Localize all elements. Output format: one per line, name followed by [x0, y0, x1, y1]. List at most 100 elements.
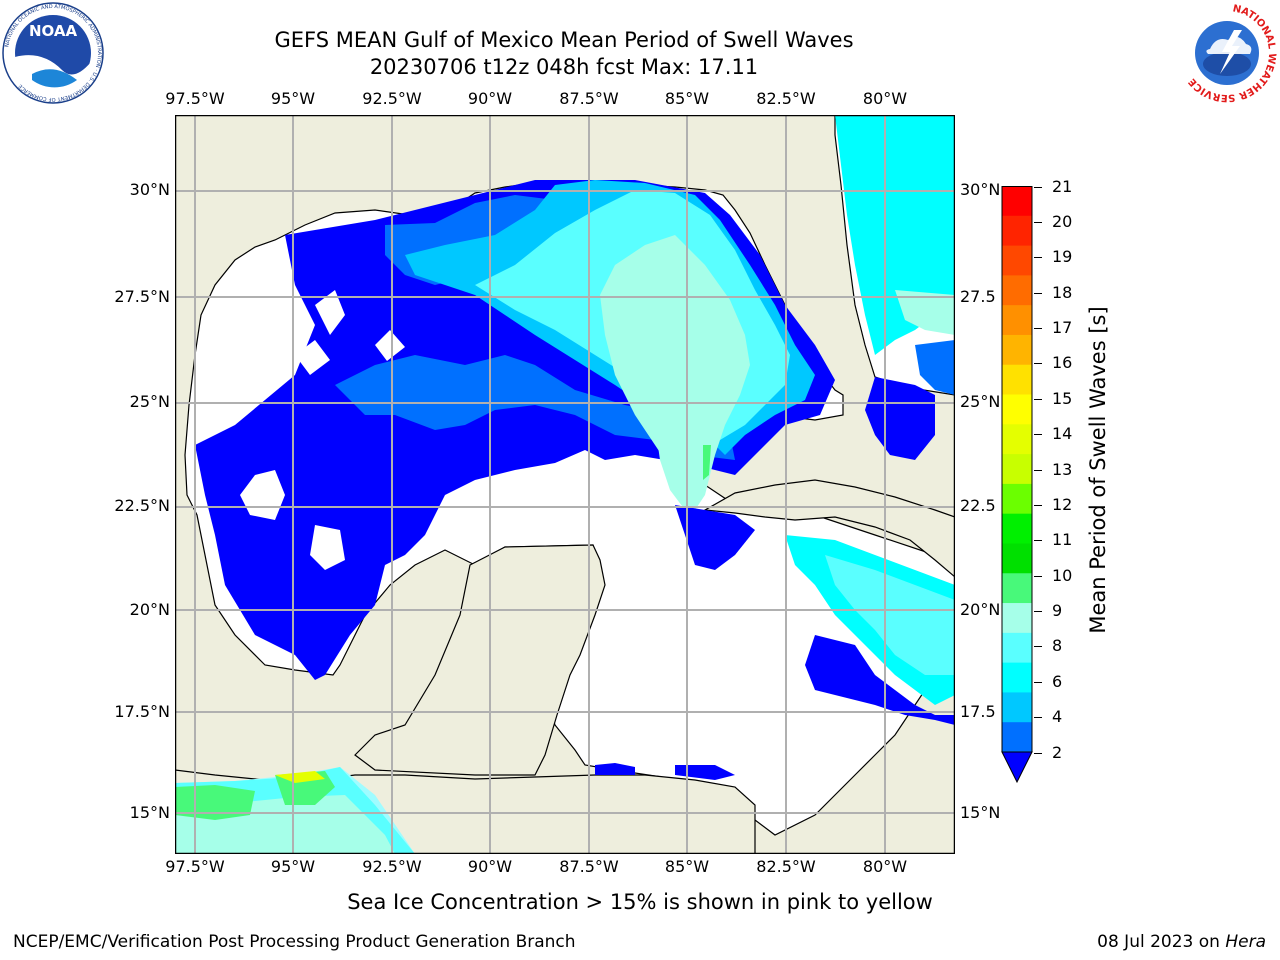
- colorbar-segment: [1002, 245, 1032, 276]
- colorbar-segment: [1002, 305, 1032, 336]
- colorbar-tick-label: 6: [1052, 671, 1063, 691]
- lat-tick-label-left: 20°N: [129, 600, 170, 619]
- colorbar-tick-label: 4: [1052, 707, 1063, 727]
- lat-tick-label-left: 30°N: [129, 180, 170, 199]
- colorbar-tick-label: 12: [1052, 494, 1073, 514]
- colorbar-segment: [1002, 573, 1032, 604]
- lon-tick-label-top: 92.5°W: [362, 89, 422, 108]
- lon-tick-label-bottom: 80°W: [862, 857, 908, 876]
- colorbar-segment: [1002, 334, 1032, 366]
- colorbar-segment: [1002, 483, 1032, 515]
- colorbar-tick-mark: [1034, 292, 1042, 294]
- colorbar-tick-mark: [1034, 646, 1042, 648]
- colorbar-segment: [1002, 394, 1032, 425]
- colorbar-segment: [1002, 454, 1032, 485]
- noaa-logo: NOAA NATIONAL OCEANIC AND ATMOSPHERIC AD…: [2, 2, 104, 104]
- map-border: [174, 114, 956, 855]
- lat-tick-label-right: 15°N: [960, 803, 1001, 822]
- lat-tick-label-left: 27.5°N: [114, 287, 170, 306]
- lon-tick-label-bottom: 95°W: [270, 857, 316, 876]
- yucatan: [354, 544, 606, 776]
- lat-tick-label-left: 17.5°N: [114, 702, 170, 721]
- colorbar-tick-label: 9: [1052, 601, 1063, 620]
- lon-tick-label-top: 97.5°W: [165, 89, 225, 108]
- lon-tick-label-bottom: 87.5°W: [559, 857, 619, 876]
- colorbar-segment: [1002, 692, 1032, 723]
- lat-tick-label-right: 17.5: [960, 702, 996, 721]
- colorbar-tick-label: 21: [1052, 176, 1073, 196]
- colorbar-tick-label: 13: [1052, 459, 1073, 479]
- colorbar-tick-label: 15: [1052, 388, 1073, 408]
- colorbar-tick-mark: [1034, 540, 1042, 542]
- footer-right: 08 Jul 2023 on Hera: [1097, 932, 1266, 952]
- lat-tick-label-right: 22.5: [960, 496, 996, 515]
- colorbar-frame: [1001, 186, 1033, 753]
- colorbar-segment: [1002, 722, 1032, 753]
- map-gridlines: [175, 115, 955, 854]
- lat-tick-label-right: 25°N: [960, 392, 1001, 411]
- colorbar-segment: [1002, 275, 1032, 306]
- lon-tick-label-bottom: 97.5°W: [165, 857, 225, 876]
- colorbar-segment: [1002, 215, 1032, 247]
- colorbar-tick-mark: [1034, 186, 1042, 188]
- colorbar-segment: [1002, 662, 1032, 693]
- colorbar-tick-label: 17: [1052, 318, 1073, 337]
- colorbar-segment: [1002, 543, 1032, 574]
- colorbar-extend-arrow: [1001, 751, 1033, 784]
- colorbar-tick-label: 8: [1052, 636, 1063, 656]
- colorbar-tick-label: 18: [1052, 282, 1073, 302]
- colorbar-tick-mark: [1034, 717, 1042, 719]
- colorbar-tick-mark: [1034, 575, 1042, 577]
- colorbar-segment: [1002, 364, 1032, 396]
- colorbar-tick-label: 11: [1052, 530, 1073, 550]
- colorbar-tick-mark: [1034, 398, 1042, 400]
- colorbar-tick-mark: [1034, 752, 1042, 754]
- colorbar-tick-mark: [1034, 434, 1042, 436]
- colorbar-segment: [1002, 424, 1032, 455]
- colorbar-tick-mark: [1034, 328, 1042, 329]
- colorbar-tick-label: 20: [1052, 211, 1073, 231]
- lon-tick-label-top: 95°W: [270, 89, 316, 108]
- colorbar-tick-label: 19: [1052, 247, 1073, 267]
- chart-subtitle: 20230706 t12z 048h fcst Max: 17.11: [369, 55, 759, 79]
- colorbar-tick-label: 2: [1052, 742, 1063, 762]
- chart-title: GEFS MEAN Gulf of Mexico Mean Period of …: [274, 28, 854, 52]
- colorbar-segment: [1002, 513, 1032, 544]
- lon-tick-label-top: 87.5°W: [559, 89, 619, 108]
- colorbar: [1000, 186, 1036, 786]
- lon-tick-label-top: 80°W: [862, 89, 908, 108]
- colorbar-tick-mark: [1034, 257, 1042, 259]
- colorbar-tick-mark: [1034, 363, 1042, 365]
- footer-host: Hera: [1225, 932, 1266, 952]
- lat-tick-label-left: 22.5°N: [114, 496, 170, 515]
- colorbar-tick-label: 10: [1052, 565, 1073, 585]
- lon-tick-label-bottom: 90°W: [467, 857, 513, 876]
- map-frame: [174, 114, 956, 855]
- colorbar-tick-mark: [1034, 611, 1042, 612]
- lat-tick-label-right: 30°N: [960, 180, 1001, 199]
- colorbar-tick-mark: [1034, 504, 1042, 506]
- lon-tick-label-bottom: 92.5°W: [362, 857, 422, 876]
- lon-tick-label-top: 82.5°W: [756, 89, 816, 108]
- colorbar-tick-label: 16: [1052, 353, 1073, 373]
- lon-tick-label-bottom: 82.5°W: [756, 857, 816, 876]
- colorbar-segment: [1002, 632, 1032, 664]
- lat-tick-label-right: 27.5: [960, 287, 996, 306]
- colorbar-tick-mark: [1034, 221, 1042, 223]
- footer-date: 08 Jul 2023 on: [1097, 932, 1226, 952]
- lat-tick-label-left: 15°N: [129, 803, 170, 822]
- colorbar-tick-mark: [1034, 681, 1042, 683]
- colorbar-title: Mean Period of Swell Waves [s]: [1086, 306, 1110, 634]
- map-canvas: [174, 114, 956, 855]
- lon-tick-label-top: 85°W: [664, 89, 710, 108]
- noaa-logo-text: NOAA: [29, 22, 78, 40]
- footer-left: NCEP/EMC/Verification Post Processing Pr…: [13, 932, 576, 952]
- nws-logo: NATIONAL WEATHER SERVICE: [1176, 2, 1278, 104]
- colorbar-segment: [1002, 186, 1032, 217]
- swell-period-field: [175, 115, 955, 854]
- colorbar-segment: [1002, 603, 1032, 634]
- sea-ice-caption: Sea Ice Concentration > 15% is shown in …: [347, 890, 933, 914]
- lat-tick-label-left: 25°N: [129, 392, 170, 411]
- lat-tick-label-right: 20°N: [960, 600, 1001, 619]
- lon-tick-label-top: 90°W: [467, 89, 513, 108]
